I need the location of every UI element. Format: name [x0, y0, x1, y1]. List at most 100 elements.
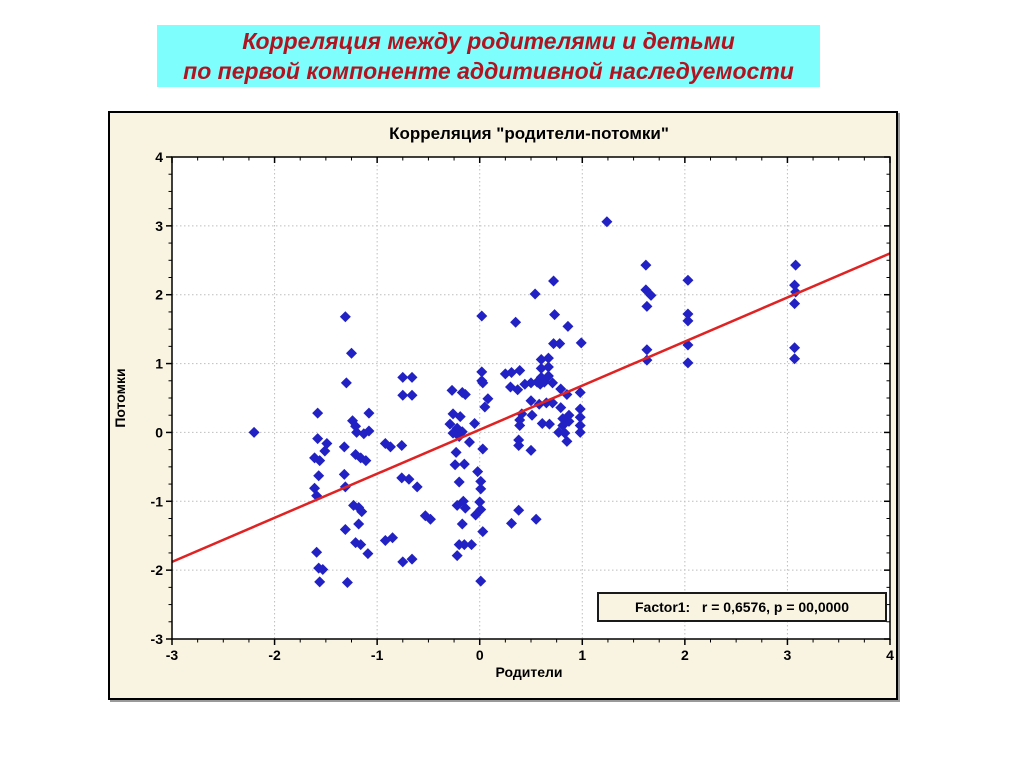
data-point [682, 339, 694, 351]
y-tick-label: -3 [151, 631, 164, 647]
data-point [312, 407, 324, 419]
data-point [472, 466, 484, 478]
data-point [542, 352, 554, 364]
data-point [477, 526, 489, 538]
data-point [574, 403, 586, 415]
data-point [353, 518, 365, 530]
data-point [540, 397, 552, 409]
data-point [790, 259, 802, 271]
data-point [479, 401, 491, 413]
scatter-plot: -3 -2 -1 0 1 2 3 4 -3 -2 -1 0 1 2 3 4 [151, 149, 895, 663]
data-point [311, 546, 323, 558]
data-point [554, 338, 566, 350]
slide-title-banner: Корреляция между родителями и детьми по … [157, 25, 820, 87]
data-point [506, 367, 518, 379]
data-point [535, 362, 547, 374]
data-point [535, 353, 547, 365]
data-point [339, 311, 351, 323]
data-point [312, 433, 324, 445]
data-point [396, 440, 408, 452]
data-point [321, 437, 333, 449]
x-tick-label: -2 [268, 647, 281, 663]
data-point [563, 409, 575, 421]
x-tick-label: -1 [371, 647, 384, 663]
data-point [574, 386, 586, 398]
data-point [513, 434, 525, 446]
data-point [561, 435, 573, 447]
x-tick-label: 1 [578, 647, 586, 663]
data-point [470, 509, 482, 521]
data-point [476, 366, 488, 378]
data-point [547, 377, 559, 389]
data-point [363, 425, 375, 437]
data-point [248, 426, 260, 438]
x-tick-label: -3 [166, 647, 179, 663]
data-point [543, 418, 555, 430]
data-point [451, 550, 463, 562]
data-point [549, 309, 561, 321]
data-point [475, 575, 487, 587]
data-point [314, 455, 326, 467]
data-point [512, 384, 524, 396]
data-point [341, 577, 353, 589]
data-point [682, 357, 694, 369]
data-point [313, 470, 325, 482]
data-point [574, 411, 586, 423]
data-point [340, 377, 352, 389]
y-tick-label: -1 [151, 493, 164, 509]
data-point [406, 389, 418, 401]
data-point [456, 518, 468, 530]
y-tick-label: -2 [151, 562, 164, 578]
data-point [641, 344, 653, 356]
data-point [469, 417, 481, 429]
y-tick-label: 3 [155, 218, 163, 234]
data-point [355, 539, 367, 551]
data-point [360, 455, 372, 467]
data-point [536, 417, 548, 429]
data-point [387, 532, 399, 544]
data-point [514, 364, 526, 376]
data-point [403, 473, 415, 485]
data-point [406, 553, 418, 565]
y-tick-label: 2 [155, 287, 163, 303]
slide-title-line2: по первой компоненте аддитивной наследуе… [183, 58, 794, 84]
data-point [411, 481, 423, 493]
data-point [513, 440, 525, 452]
data-point [463, 436, 475, 448]
data-point [530, 513, 542, 525]
data-point [459, 389, 471, 401]
data-point [555, 402, 567, 414]
data-point [645, 289, 657, 301]
data-point [317, 563, 329, 575]
data-point [449, 459, 461, 471]
x-tick-label: 4 [886, 647, 894, 663]
data-point [557, 420, 569, 432]
data-point [477, 377, 489, 389]
data-point [482, 393, 494, 405]
data-point [526, 409, 538, 421]
data-point [351, 426, 363, 438]
data-point [466, 539, 478, 551]
data-point [513, 504, 525, 516]
data-point [559, 427, 571, 439]
data-point [356, 506, 368, 518]
data-point [682, 308, 694, 320]
factor-annotation: Factor1: r = 0,6576, p = 00,0000 [597, 592, 887, 622]
data-point [641, 300, 653, 312]
data-point [450, 446, 462, 458]
data-point [424, 513, 436, 525]
data-point [314, 576, 326, 588]
data-point [561, 389, 573, 401]
data-point [525, 444, 537, 456]
x-tick-label: 3 [784, 647, 792, 663]
data-point [506, 517, 518, 529]
data-point [476, 310, 488, 322]
data-point [458, 539, 470, 551]
data-point [789, 298, 801, 310]
slide-title-line1: Корреляция между родителями и детьми [242, 28, 735, 54]
x-tick-label: 0 [476, 647, 484, 663]
chart-title: Корреляция "родители-потомки" [389, 124, 669, 143]
y-tick-label: 4 [155, 149, 163, 165]
data-point [384, 441, 396, 453]
